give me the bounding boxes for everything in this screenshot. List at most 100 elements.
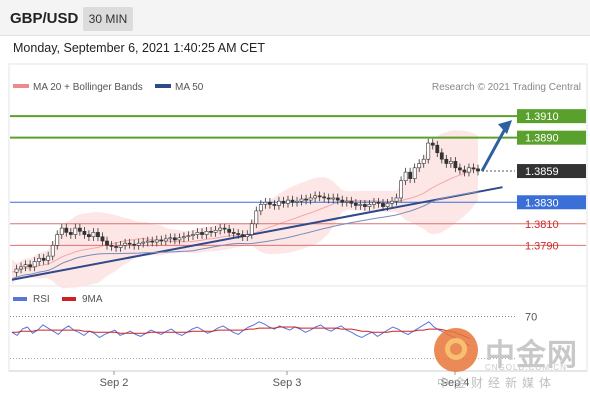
- candle-body: [399, 180, 403, 199]
- candle-body: [32, 261, 37, 268]
- support-label: 1.3810: [525, 219, 559, 231]
- candle-body: [204, 231, 209, 235]
- resistance-tag: [517, 130, 586, 145]
- candle-body: [353, 203, 358, 206]
- candle-body: [132, 243, 137, 246]
- candle-body: [254, 210, 259, 225]
- candle-body: [182, 236, 186, 239]
- candle-body: [376, 201, 381, 204]
- candle-body: [322, 196, 327, 199]
- candle-body: [331, 197, 336, 200]
- candle-body: [426, 142, 431, 160]
- x-tick-label: Sep 4: [441, 377, 470, 389]
- candle-body: [46, 255, 51, 261]
- candle-body: [263, 201, 268, 205]
- ma50-line: [11, 191, 479, 280]
- candle-body: [37, 257, 42, 262]
- candle-body: [145, 240, 150, 243]
- candles: [14, 138, 480, 277]
- candle-body: [73, 227, 78, 235]
- candle-body: [421, 158, 426, 164]
- ma50-legend-label: MA 50: [175, 82, 204, 93]
- candle-body: [231, 232, 236, 234]
- candle-body: [218, 227, 223, 231]
- candle-body: [68, 232, 73, 235]
- candle-body: [222, 227, 227, 230]
- candle-body: [227, 228, 232, 233]
- candle-body: [272, 204, 277, 206]
- candle-body: [100, 236, 105, 242]
- candle-body: [281, 200, 286, 204]
- candle-body: [14, 268, 19, 273]
- forecast-arrow-shaft: [480, 126, 508, 172]
- candle-body: [154, 239, 159, 243]
- candle-body: [385, 203, 390, 207]
- watermark-subtitle: 中金财经新媒体: [437, 376, 557, 390]
- candle-body: [444, 158, 449, 164]
- candle-body: [299, 198, 304, 202]
- candle-body: [19, 266, 23, 270]
- candle-body: [467, 167, 471, 173]
- candle-body: [403, 171, 408, 182]
- candle-body: [476, 168, 480, 172]
- candle-body: [191, 234, 195, 236]
- candle-body: [59, 227, 64, 235]
- rsi-lines: 70: [10, 312, 537, 359]
- forecast-arrow: [480, 120, 512, 172]
- candle-body: [258, 204, 263, 212]
- candle-body: [453, 161, 458, 169]
- candle-body: [290, 199, 295, 203]
- candle-body: [200, 232, 204, 235]
- candle-body: [313, 195, 318, 199]
- watermark-logo-inner: [445, 338, 467, 360]
- rsi-ma-line: [12, 326, 471, 340]
- candle-body: [317, 195, 322, 198]
- timeframe-button[interactable]: 30 MIN: [83, 7, 133, 31]
- candle-body: [186, 235, 191, 238]
- candle-body: [64, 227, 69, 233]
- candle-body: [412, 167, 417, 179]
- candle-body: [123, 242, 128, 246]
- bollinger-bands: [11, 130, 479, 289]
- candle-body: [150, 240, 155, 243]
- candle-body: [50, 245, 55, 257]
- candle-body: [87, 234, 91, 238]
- candle-body: [240, 234, 245, 238]
- bollinger-band-fill: [12, 130, 478, 289]
- candle-body: [304, 198, 308, 201]
- candle-body: [109, 245, 114, 247]
- candle-body: [91, 232, 96, 238]
- datetime-label: Monday, September 6, 2021 1:40:25 AM CET: [13, 41, 265, 55]
- header-bar: GBP/USD 30 MIN: [0, 0, 590, 36]
- candle-body: [362, 204, 367, 207]
- candle-body: [23, 264, 28, 268]
- candle-body: [358, 204, 363, 206]
- last-price-label: 1.3859: [525, 166, 559, 178]
- candle-body: [349, 200, 354, 204]
- candle-body: [381, 203, 385, 207]
- candle-body: [394, 197, 399, 202]
- candle-body: [308, 197, 313, 201]
- candle-body: [172, 237, 177, 241]
- x-tick-label: Sep 2: [100, 377, 129, 389]
- candle-body: [168, 237, 173, 240]
- candle-body: [127, 242, 132, 245]
- candle-body: [41, 257, 46, 261]
- candle-body: [335, 197, 340, 201]
- ma20-legend-label: MA 20 + Bollinger Bands: [33, 82, 143, 93]
- candle-body: [213, 229, 218, 233]
- candle-body: [141, 241, 146, 244]
- candle-body: [209, 231, 213, 233]
- candle-body: [448, 161, 453, 164]
- candle-body: [295, 200, 299, 203]
- candle-body: [458, 167, 462, 171]
- candle-body: [430, 142, 435, 146]
- candle-body: [55, 234, 60, 246]
- candle-body: [82, 231, 87, 235]
- candle-body: [105, 240, 109, 246]
- pivot-tag: [517, 195, 586, 210]
- rsi-ma-legend-label: 9MA: [82, 294, 103, 305]
- candle-body: [286, 199, 290, 204]
- rsi-ma-legend-swatch: [62, 297, 76, 301]
